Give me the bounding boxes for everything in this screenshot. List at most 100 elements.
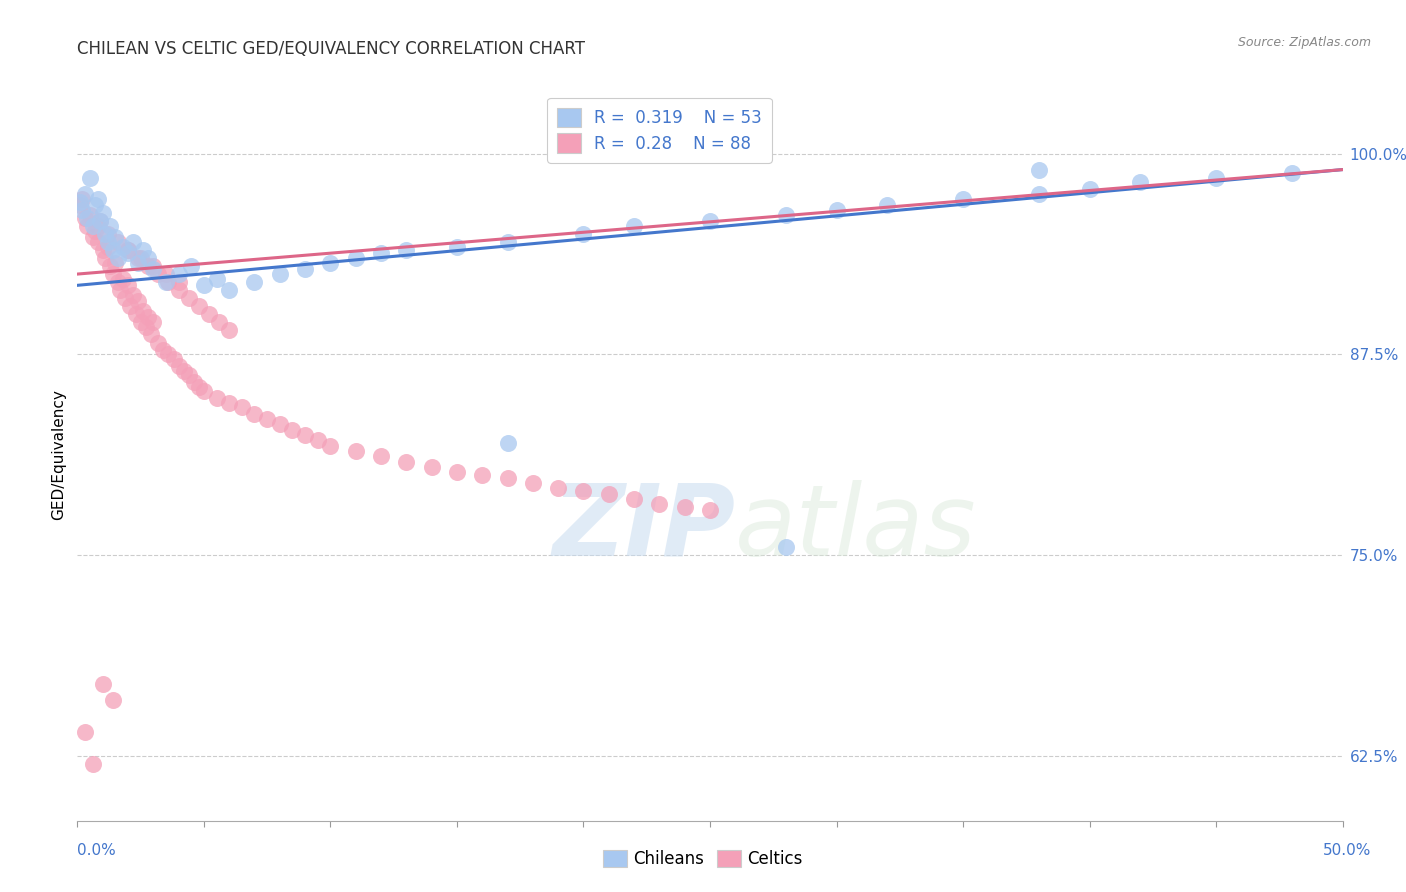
Point: [1028, 186, 1050, 201]
Point: [79, 170, 101, 185]
Point: [139, 326, 162, 341]
Point: [294, 427, 316, 442]
Point: [104, 230, 127, 244]
Point: [91, 677, 114, 691]
Point: [86, 235, 108, 249]
Point: [91, 243, 114, 257]
Point: [193, 278, 215, 293]
Point: [1281, 166, 1303, 180]
Point: [218, 395, 240, 409]
Point: [231, 401, 253, 415]
Point: [97, 235, 120, 249]
Text: Source: ZipAtlas.com: Source: ZipAtlas.com: [1237, 36, 1371, 49]
Point: [73, 211, 96, 225]
Point: [1129, 176, 1152, 190]
Point: [243, 275, 266, 289]
Text: ZIP: ZIP: [553, 480, 735, 576]
Point: [446, 465, 468, 479]
Point: [218, 323, 240, 337]
Legend: R =  0.319    N = 53, R =  0.28    N = 88: R = 0.319 N = 53, R = 0.28 N = 88: [547, 97, 772, 162]
Point: [775, 541, 797, 555]
Point: [152, 343, 174, 357]
Point: [496, 471, 519, 485]
Text: atlas: atlas: [735, 480, 977, 576]
Point: [243, 407, 266, 421]
Point: [107, 235, 129, 249]
Point: [344, 443, 367, 458]
Point: [193, 384, 215, 399]
Point: [446, 240, 468, 254]
Point: [135, 320, 157, 334]
Point: [167, 283, 190, 297]
Point: [471, 468, 494, 483]
Point: [648, 497, 671, 511]
Point: [79, 208, 101, 222]
Point: [107, 275, 129, 289]
Point: [117, 278, 139, 293]
Point: [94, 227, 117, 241]
Point: [1028, 162, 1050, 177]
Point: [73, 186, 96, 201]
Point: [205, 272, 228, 286]
Point: [76, 211, 98, 225]
Point: [132, 243, 155, 257]
Point: [136, 310, 159, 325]
Point: [117, 246, 139, 260]
Point: [101, 267, 124, 281]
Point: [127, 256, 149, 270]
Point: [101, 243, 124, 257]
Point: [952, 192, 974, 206]
Point: [91, 206, 114, 220]
Point: [496, 235, 519, 249]
Point: [148, 336, 170, 351]
Point: [294, 262, 316, 277]
Point: [673, 500, 696, 515]
Point: [69, 194, 91, 209]
Text: 50.0%: 50.0%: [1323, 843, 1371, 858]
Y-axis label: GED/Equivalency: GED/Equivalency: [51, 390, 66, 520]
Point: [208, 315, 231, 329]
Point: [825, 202, 848, 217]
Point: [72, 202, 94, 217]
Point: [136, 251, 159, 265]
Point: [395, 455, 418, 469]
Point: [142, 259, 165, 273]
Point: [269, 417, 291, 431]
Point: [496, 435, 519, 450]
Point: [572, 227, 595, 241]
Text: CHILEAN VS CELTIC GED/EQUIVALENCY CORRELATION CHART: CHILEAN VS CELTIC GED/EQUIVALENCY CORREL…: [77, 40, 585, 58]
Point: [127, 251, 149, 265]
Point: [162, 352, 184, 367]
Point: [157, 275, 180, 289]
Point: [370, 449, 392, 463]
Point: [107, 251, 129, 265]
Point: [572, 484, 595, 499]
Point: [114, 291, 136, 305]
Point: [307, 433, 329, 447]
Point: [155, 267, 177, 281]
Point: [84, 198, 107, 212]
Point: [547, 481, 569, 495]
Point: [132, 304, 155, 318]
Point: [775, 208, 797, 222]
Point: [69, 198, 91, 212]
Point: [157, 347, 180, 361]
Point: [344, 251, 367, 265]
Point: [98, 219, 121, 233]
Point: [155, 275, 177, 289]
Point: [281, 423, 304, 437]
Point: [94, 251, 117, 265]
Point: [319, 439, 342, 453]
Point: [97, 240, 120, 254]
Point: [177, 291, 200, 305]
Point: [104, 256, 127, 270]
Point: [623, 492, 645, 507]
Point: [218, 283, 240, 297]
Point: [124, 307, 146, 321]
Point: [269, 267, 291, 281]
Point: [177, 368, 200, 383]
Point: [89, 214, 111, 228]
Point: [370, 246, 392, 260]
Point: [598, 487, 620, 501]
Point: [111, 272, 134, 286]
